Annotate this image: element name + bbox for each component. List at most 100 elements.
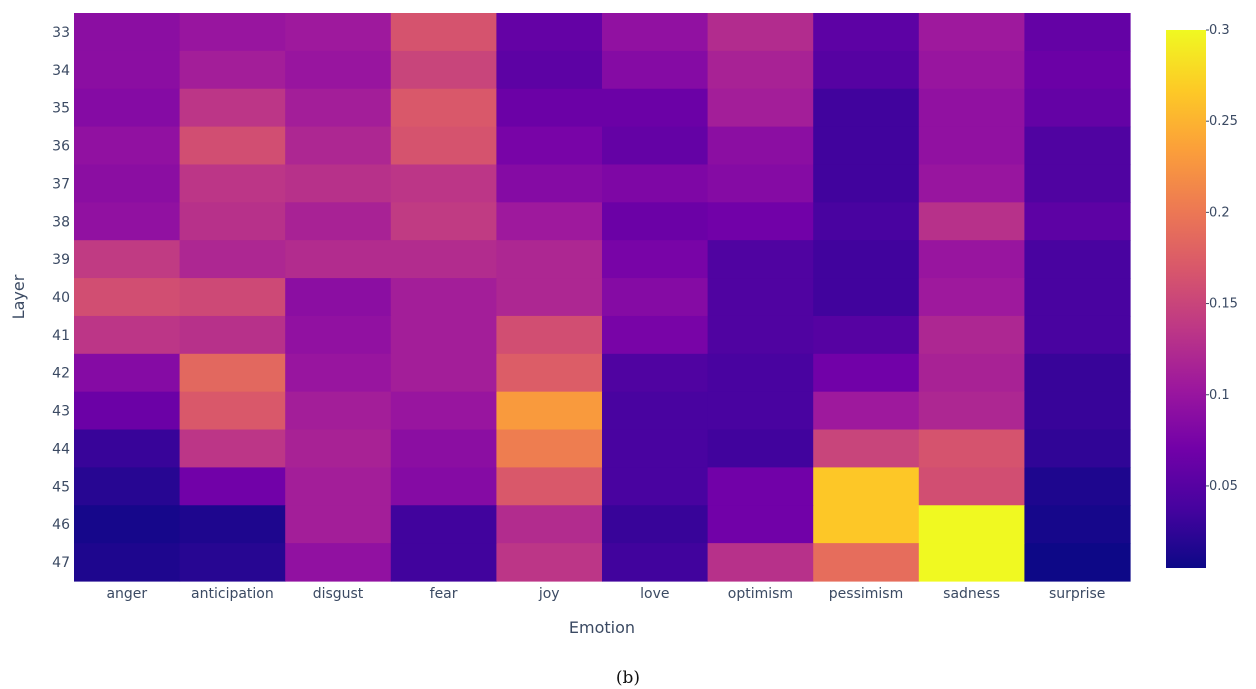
x-tick-label: anticipation xyxy=(191,586,274,602)
heatmap-cell-47-love xyxy=(602,543,709,582)
heatmap-cell-44-disgust xyxy=(285,429,392,468)
heatmap-cell-45-disgust xyxy=(285,467,392,506)
heatmap-cell-42-disgust xyxy=(285,353,392,393)
heatmap-cell-47-surprise xyxy=(1024,543,1131,582)
heatmap-cell-47-joy xyxy=(496,543,603,582)
x-tick-label: pessimism xyxy=(829,586,903,602)
heatmap-cell-38-surprise xyxy=(1024,202,1131,241)
heatmap-cell-46-disgust xyxy=(285,505,392,544)
heatmap-cell-41-love xyxy=(602,315,709,355)
x-tick-label: anger xyxy=(106,586,147,602)
heatmap-cell-35-optimism xyxy=(707,88,814,128)
heatmap-cell-35-anticipation xyxy=(179,88,286,128)
heatmap-cell-33-optimism xyxy=(707,13,814,52)
heatmap-cell-40-joy xyxy=(496,278,603,317)
heatmap-cell-38-optimism xyxy=(707,202,814,241)
heatmap-cell-46-love xyxy=(602,505,709,544)
heatmap-cell-38-love xyxy=(602,202,709,241)
y-tick-labels: 33 34 35 36 37 38 39 40 41 42 43 44 45 46 47 xyxy=(52,25,70,571)
heatmap-cell-36-anticipation xyxy=(179,126,286,166)
heatmap-cell-37-love xyxy=(602,164,709,203)
x-tick-labels: anger anticipation disgust fear joy love optim… xyxy=(106,586,1105,602)
colorbar: 0.05 0.1 0.15 0.2 0.25 0.3 xyxy=(1166,23,1238,568)
heatmap-cell-38-joy xyxy=(496,202,603,241)
heatmap-cell-41-optimism xyxy=(707,315,814,355)
heatmap-cell-33-pessimism xyxy=(813,13,920,52)
heatmap-cell-44-fear xyxy=(390,429,497,468)
heatmap-cell-46-joy xyxy=(496,505,603,544)
heatmap-cell-45-love xyxy=(602,467,709,506)
x-tick-label: optimism xyxy=(728,586,793,602)
y-axis-title: Layer xyxy=(9,274,28,319)
y-tick-label: 43 xyxy=(52,404,70,420)
heatmap-cell-46-sadness xyxy=(918,505,1025,544)
heatmap-cell-36-optimism xyxy=(707,126,814,166)
heatmap-cell-41-fear xyxy=(390,315,497,355)
heatmap-cell-46-pessimism xyxy=(813,505,920,544)
y-tick-label: 39 xyxy=(52,252,70,268)
heatmap-cell-37-pessimism xyxy=(813,164,920,203)
heatmap-cell-45-anticipation xyxy=(179,467,286,506)
heatmap-cell-40-surprise xyxy=(1024,278,1131,317)
heatmap-cell-36-disgust xyxy=(285,126,392,166)
heatmap-cell-33-joy xyxy=(496,13,603,52)
heatmap-cell-44-anticipation xyxy=(179,429,286,468)
heatmap-cell-43-optimism xyxy=(707,391,814,431)
colorbar-tick-label: 0.3 xyxy=(1209,23,1230,38)
heatmap-cell-34-sadness xyxy=(918,50,1025,90)
heatmap-cell-33-fear xyxy=(390,13,497,52)
heatmap-cell-43-love xyxy=(602,391,709,431)
heatmap-cell-43-surprise xyxy=(1024,391,1131,431)
heatmap-cell-36-surprise xyxy=(1024,126,1131,166)
y-tick-label: 41 xyxy=(52,328,70,344)
colorbar-tick-label: 0.15 xyxy=(1209,297,1238,312)
x-tick-label: love xyxy=(640,586,669,602)
heatmap-cell-33-love xyxy=(602,13,709,52)
heatmap-cell-39-surprise xyxy=(1024,240,1131,279)
y-tick-label: 46 xyxy=(52,517,70,533)
heatmap-cell-43-joy xyxy=(496,391,603,431)
heatmap-cell-45-joy xyxy=(496,467,603,506)
heatmap-cell-43-sadness xyxy=(918,391,1025,431)
heatmap-cell-45-fear xyxy=(390,467,497,506)
heatmap-cell-33-disgust xyxy=(285,13,392,52)
heatmap-cell-40-anger xyxy=(74,278,181,317)
heatmap-cell-40-sadness xyxy=(918,278,1025,317)
heatmap-cell-36-sadness xyxy=(918,126,1025,166)
heatmap-cell-47-optimism xyxy=(707,543,814,582)
x-tick-label: fear xyxy=(430,586,458,602)
heatmap-cell-42-anticipation xyxy=(179,353,286,393)
heatmap-cell-36-anger xyxy=(74,126,181,166)
heatmap-cell-45-sadness xyxy=(918,467,1025,506)
figure-caption: (b) xyxy=(616,668,640,688)
heatmap-cell-38-disgust xyxy=(285,202,392,241)
heatmap-cell-39-anticipation xyxy=(179,240,286,279)
heatmap-cell-37-fear xyxy=(390,164,497,203)
heatmap-cell-43-pessimism xyxy=(813,391,920,431)
heatmap-cell-45-anger xyxy=(74,467,181,506)
heatmap-cell-35-anger xyxy=(74,88,181,128)
heatmap-cell-37-surprise xyxy=(1024,164,1131,203)
heatmap-cell-36-joy xyxy=(496,126,603,166)
heatmap-cell-42-love xyxy=(602,353,709,393)
heatmap-cell-33-anger xyxy=(74,13,181,52)
heatmap-cell-37-anticipation xyxy=(179,164,286,203)
heatmap-cell-39-joy xyxy=(496,240,603,279)
heatmap-cell-39-sadness xyxy=(918,240,1025,279)
heatmap-cell-37-anger xyxy=(74,164,181,203)
heatmap-cell-42-anger xyxy=(74,353,181,393)
heatmap-cell-38-anger xyxy=(74,202,181,241)
heatmap-cell-35-fear xyxy=(390,88,497,128)
heatmap-cell-46-surprise xyxy=(1024,505,1131,544)
y-tick-label: 47 xyxy=(52,555,70,571)
y-tick-label: 45 xyxy=(52,479,70,495)
heatmap-cell-35-joy xyxy=(496,88,603,128)
y-tick-label: 33 xyxy=(52,25,70,41)
heatmap-cell-34-disgust xyxy=(285,50,392,90)
heatmap-cell-44-surprise xyxy=(1024,429,1131,468)
heatmap-cell-36-love xyxy=(602,126,709,166)
heatmap-cell-37-optimism xyxy=(707,164,814,203)
heatmap-cell-47-pessimism xyxy=(813,543,920,582)
heatmap-cell-38-anticipation xyxy=(179,202,286,241)
